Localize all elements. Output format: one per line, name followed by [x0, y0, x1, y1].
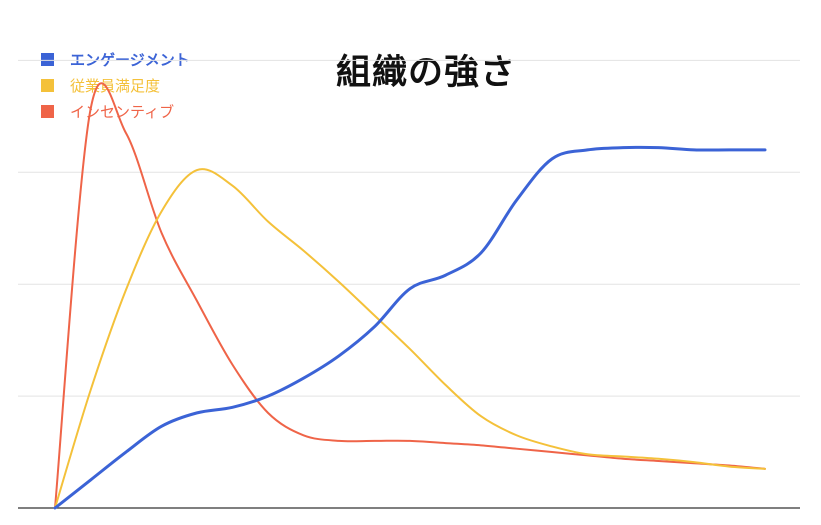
legend-swatch-incentive [41, 104, 54, 118]
legend-item-engagement[interactable]: エンゲージメント [41, 46, 190, 72]
series-line-engagement [53, 145, 767, 510]
legend-label-satisfaction: 従業員満足度 [70, 76, 161, 95]
legend-swatch-satisfaction [41, 78, 54, 92]
series-line-incentive [54, 82, 766, 509]
legend-label-incentive: インセンティブ [70, 102, 175, 121]
legend: エンゲージメント 従業員満足度 インセンティブ [41, 46, 190, 124]
chart-title: 組織の強さ [336, 53, 517, 93]
legend-item-satisfaction[interactable]: 従業員満足度 [41, 72, 190, 98]
legend-item-incentive[interactable]: インセンティブ [41, 98, 190, 124]
legend-swatch-engagement [41, 52, 54, 66]
legend-label-engagement: エンゲージメント [70, 50, 190, 69]
series-line-satisfaction [54, 168, 766, 509]
